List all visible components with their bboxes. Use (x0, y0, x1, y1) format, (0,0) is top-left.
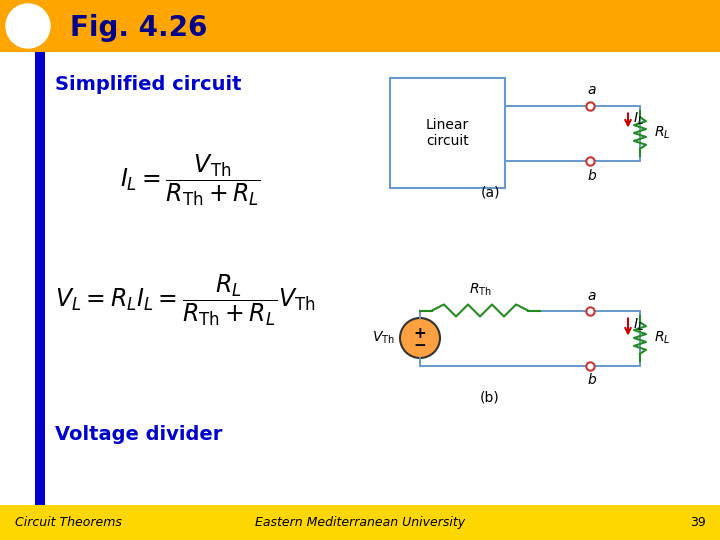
Circle shape (6, 4, 50, 48)
Text: a: a (588, 288, 596, 302)
Text: $I_L$: $I_L$ (633, 317, 644, 333)
Text: Linear
circuit: Linear circuit (426, 118, 469, 148)
Text: $V_{\mathrm{Th}}$: $V_{\mathrm{Th}}$ (372, 330, 395, 346)
Circle shape (400, 318, 440, 358)
Text: $R_{\mathrm{Th}}$: $R_{\mathrm{Th}}$ (469, 282, 492, 299)
Bar (0, 505, 720, 540)
Text: 39: 39 (690, 516, 706, 529)
Bar (35, 52, 45, 505)
Text: b: b (588, 168, 596, 183)
Bar (0, 0, 720, 52)
Text: −: − (413, 338, 426, 353)
Text: b: b (588, 374, 596, 388)
Text: $R_L$: $R_L$ (654, 125, 670, 141)
Text: Voltage divider: Voltage divider (55, 426, 222, 444)
Text: Fig. 4.26: Fig. 4.26 (70, 14, 207, 42)
Text: a: a (588, 84, 596, 98)
Text: (a): (a) (480, 186, 500, 199)
Text: $V_L = R_L I_L = \dfrac{R_L}{R_{\mathrm{Th}} + R_L} V_{\mathrm{Th}}$: $V_L = R_L I_L = \dfrac{R_L}{R_{\mathrm{… (55, 272, 315, 328)
Text: (b): (b) (480, 390, 500, 404)
Text: Circuit Theorems: Circuit Theorems (15, 516, 122, 529)
Text: Eastern Mediterranean University: Eastern Mediterranean University (255, 516, 465, 529)
Text: +: + (413, 326, 426, 341)
Text: $I_L$: $I_L$ (633, 110, 644, 127)
Text: Simplified circuit: Simplified circuit (55, 76, 241, 94)
Text: $I_L = \dfrac{V_{\mathrm{Th}}}{R_{\mathrm{Th}} + R_L}$: $I_L = \dfrac{V_{\mathrm{Th}}}{R_{\mathr… (120, 152, 261, 208)
Text: $R_L$: $R_L$ (654, 330, 670, 346)
Bar (390, 78, 505, 188)
